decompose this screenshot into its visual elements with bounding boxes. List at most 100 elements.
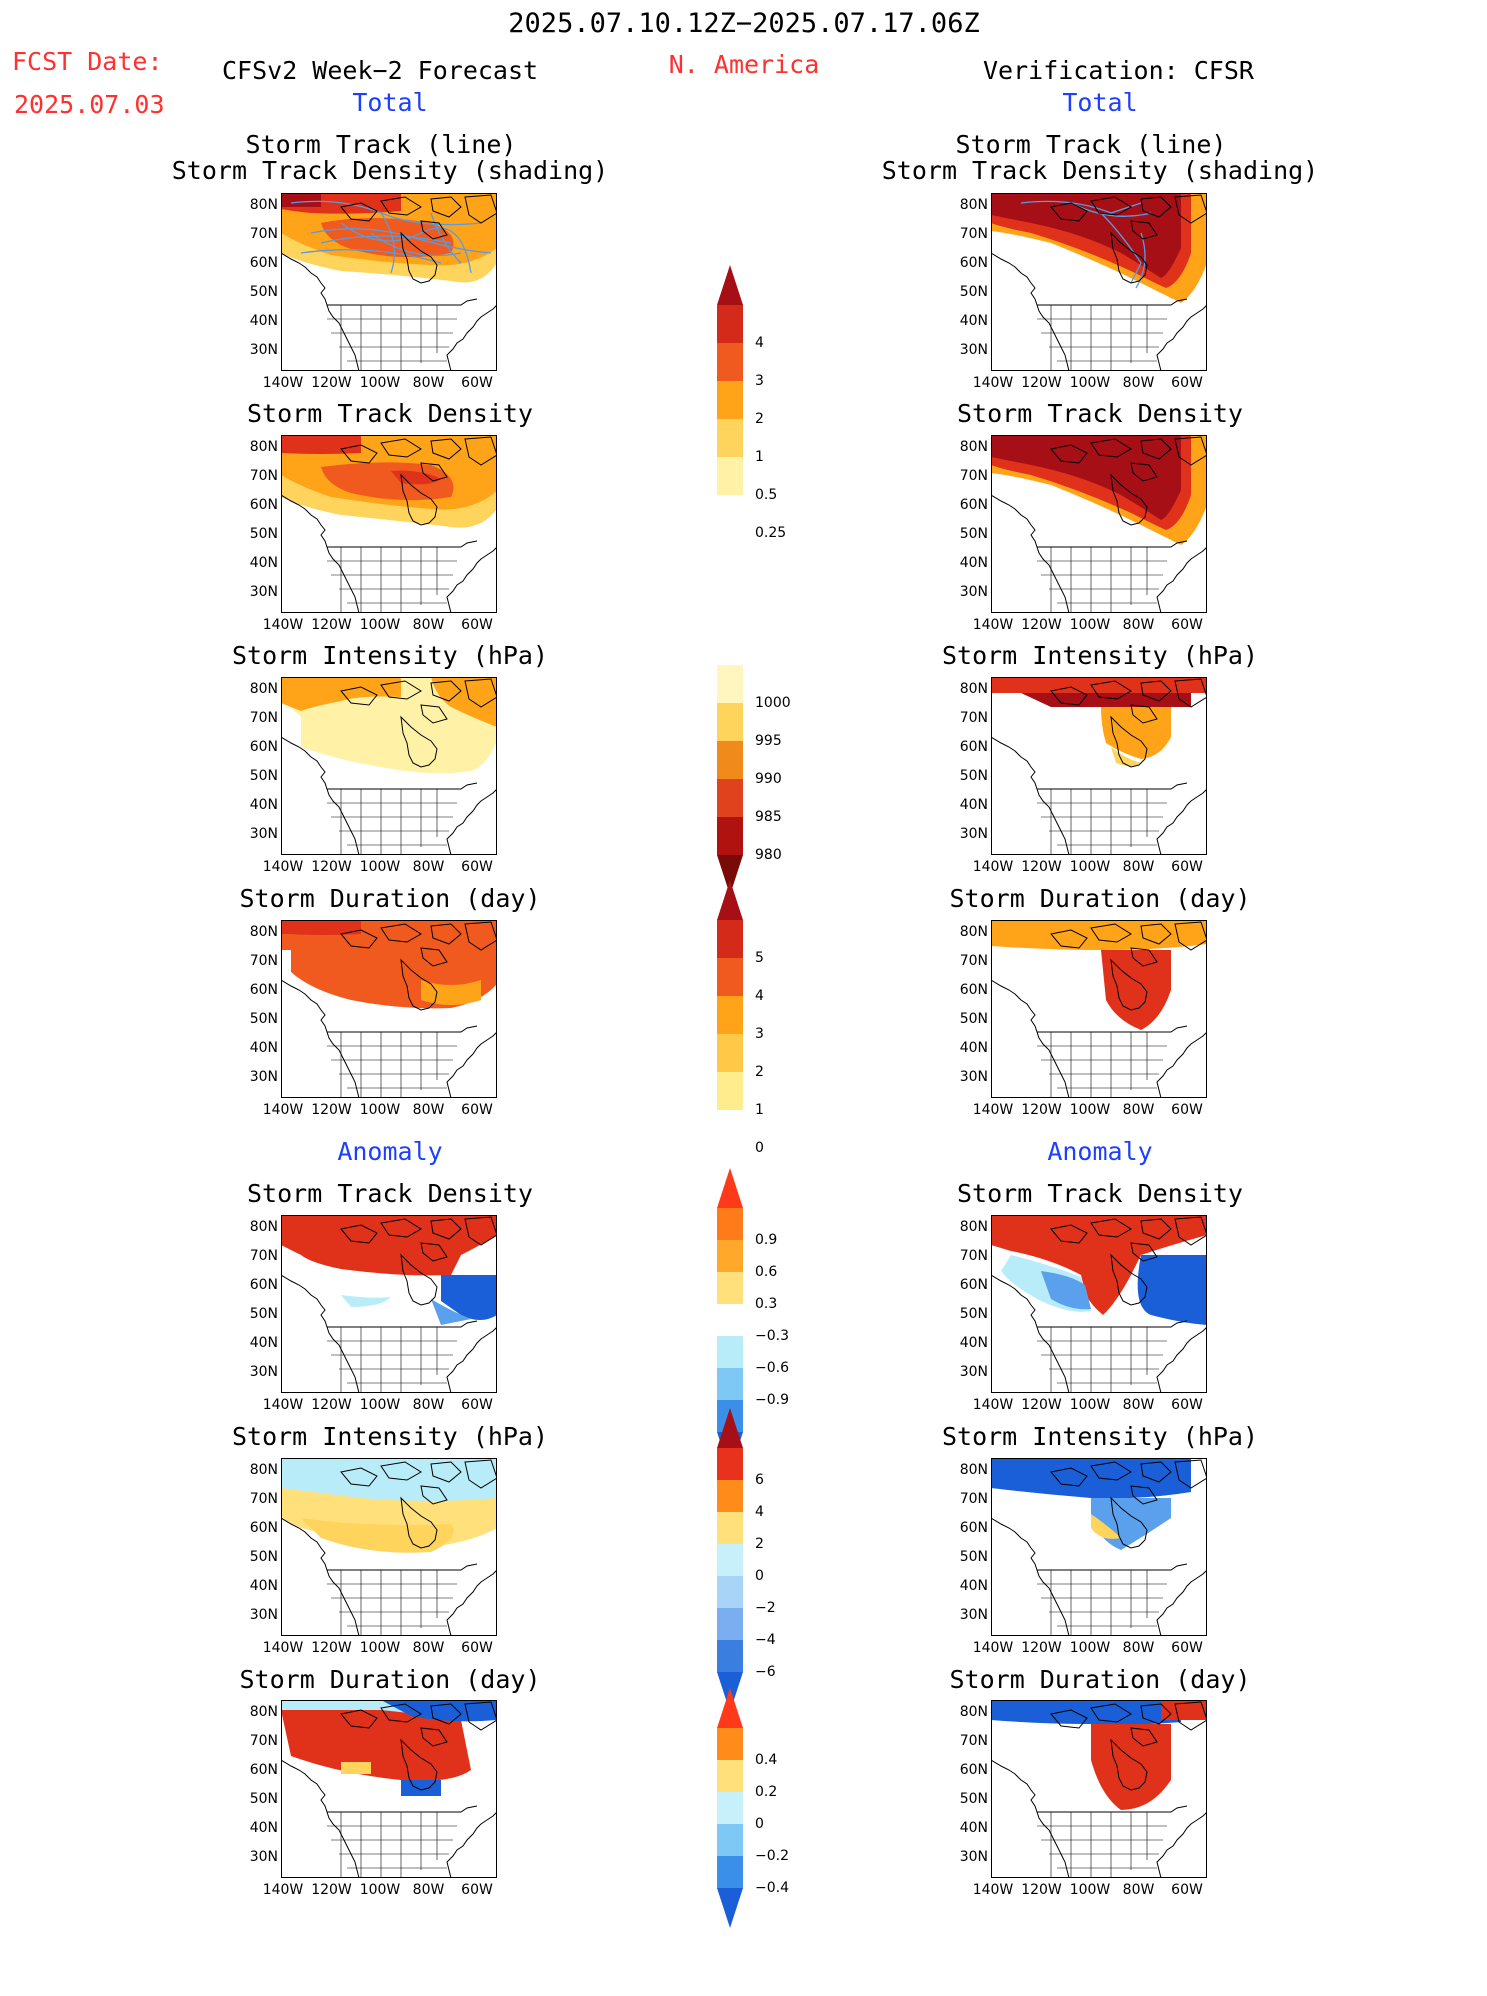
left-track-line-panel-lon-tick: 60W (461, 375, 493, 391)
duration-total-colorbar-label: 3 (755, 1026, 764, 1042)
left-intensity-panel-lat-tick: 40N (249, 797, 278, 813)
left-duration-panel-lon-tick: 120W (311, 1102, 352, 1118)
left-track-line-panel-lon-tick: 80W (412, 375, 445, 391)
left-track-density-shading-title: Storm Track Density (shading) (171, 156, 609, 185)
right-track-line-panel-lon-tick: 140W (972, 375, 1014, 391)
left-intensity-panel-lon-tick: 60W (461, 859, 493, 875)
right-duration-title: Storm Duration (day) (949, 884, 1251, 913)
intensity-total-colorbar: 1000 995 990 985 980 (715, 665, 805, 933)
left-anom-density-panel-lon-tick: 100W (359, 1397, 401, 1413)
left-duration-panel-lat-tick: 80N (249, 924, 278, 940)
right-duration-panel-lat-tick: 40N (959, 1040, 988, 1056)
left-density-panel-lon-tick: 120W (311, 617, 352, 633)
right-duration-panel-lon-tick: 100W (1069, 1102, 1111, 1118)
left-track-line-panel-lat-tick: 70N (249, 226, 278, 242)
left-intensity-panel (281, 677, 497, 855)
right-anom-density-title: Storm Track Density (957, 1179, 1243, 1208)
left-track-line-panel-lat-tick: 40N (249, 313, 278, 329)
density-anomaly-colorbar-label: 0.3 (755, 1296, 778, 1312)
right-intensity-panel-lat-tick: 40N (959, 797, 988, 813)
left-track-line-title: Storm Track (line) (245, 130, 517, 159)
left-anom-intensity-panel-lon-tick: 140W (262, 1640, 304, 1656)
duration-anomaly-colorbar-top-arrow (717, 1688, 743, 1728)
left-anom-density-panel-lat-tick: 60N (249, 1277, 278, 1293)
left-density-panel-lat-tick: 60N (249, 497, 278, 513)
left-anom-density-title: Storm Track Density (247, 1179, 533, 1208)
left-anom-duration-panel-lon-tick: 60W (461, 1882, 493, 1898)
right-anom-intensity-title: Storm Intensity (hPa) (941, 1422, 1259, 1451)
right-duration-panel-shading-2 (1121, 960, 1161, 995)
left-density-panel-lon-tick: 140W (262, 617, 304, 633)
duration-anomaly-colorbar-segment (717, 1856, 743, 1888)
duration-total-colorbar: 5 4 3 2 1 0 (715, 880, 805, 1156)
fcst-date-value: 2025.07.03 (14, 90, 165, 119)
right-anom-duration-panel-shading-0 (991, 1700, 1181, 1725)
intensity-total-colorbar-segment (717, 741, 743, 779)
left-anom-duration-panel-lat-tick: 50N (249, 1791, 278, 1807)
duration-total-colorbar-segment (717, 1072, 743, 1110)
right-duration-panel-lon-tick: 80W (1122, 1102, 1155, 1118)
right-density-panel-lat-tick: 40N (959, 555, 988, 571)
right-intensity-panel-map (991, 677, 1207, 855)
duration-anomaly-colorbar-segment (717, 1728, 743, 1760)
intensity-anomaly-colorbar-label: 0 (755, 1568, 764, 1584)
left-duration-panel-map (281, 920, 497, 1098)
duration-anomaly-colorbar-bottom-arrow (717, 1888, 743, 1928)
right-track-line-panel-lat-tick: 80N (959, 197, 988, 213)
intensity-total-colorbar-segment (717, 779, 743, 817)
left-intensity-panel-lat-tick: 50N (249, 768, 278, 784)
left-anom-density-panel-lat-tick: 30N (249, 1364, 278, 1380)
density-anomaly-colorbar-label: −0.6 (755, 1360, 789, 1376)
left-anom-density-panel-coastlines (281, 1216, 497, 1393)
left-anom-duration-panel-shading-3 (401, 1780, 441, 1796)
duration-total-colorbar-label: 5 (755, 950, 764, 966)
right-intensity-panel-lat-tick: 80N (959, 681, 988, 697)
right-track-line-panel-map (991, 193, 1207, 371)
right-total-label: Total (1062, 88, 1138, 117)
right-density-panel-map (991, 435, 1207, 613)
left-anom-density-panel-lat-tick: 70N (249, 1248, 278, 1264)
intensity-anomaly-colorbar-label: −2 (755, 1600, 776, 1616)
right-anom-intensity-panel-lon-tick: 60W (1171, 1640, 1203, 1656)
right-density-panel-lon-tick: 100W (1069, 617, 1111, 633)
intensity-anomaly-colorbar-segment (717, 1576, 743, 1608)
left-duration-panel (281, 920, 497, 1098)
right-density-panel-lat-tick: 80N (959, 439, 988, 455)
right-anom-intensity-panel-lon-tick: 120W (1021, 1640, 1062, 1656)
left-anom-duration-title: Storm Duration (day) (239, 1665, 541, 1694)
left-density-panel-lat-tick: 70N (249, 468, 278, 484)
right-density-panel (991, 435, 1207, 613)
right-density-panel-coastlines (991, 436, 1207, 613)
intensity-anomaly-colorbar-segment (717, 1512, 743, 1544)
left-density-panel-shading-2 (321, 462, 454, 501)
density-total-colorbar-label: 3 (755, 373, 764, 389)
left-intensity-panel-lon-tick: 100W (359, 859, 401, 875)
right-anom-density-panel-coastlines (991, 1216, 1207, 1393)
right-anom-duration-panel-lat-tick: 30N (959, 1849, 988, 1865)
right-anom-duration-panel (991, 1700, 1207, 1878)
left-intensity-panel-lat-tick: 80N (249, 681, 278, 697)
left-anom-intensity-panel-lat-tick: 30N (249, 1607, 278, 1623)
left-anom-duration-panel-lat-tick: 60N (249, 1762, 278, 1778)
right-anom-density-panel-lon-tick: 140W (972, 1397, 1014, 1413)
right-anom-duration-panel-lat-tick: 40N (959, 1820, 988, 1836)
right-anom-duration-title: Storm Duration (day) (949, 1665, 1251, 1694)
left-track-line-panel-lon-tick: 100W (359, 375, 401, 391)
date-range-title: 2025.07.10.12Z−2025.07.17.06Z (508, 8, 980, 39)
right-density-panel-lat-tick: 50N (959, 526, 988, 542)
right-track-line-panel-lon-tick: 100W (1069, 375, 1111, 391)
density-anomaly-colorbar-segment (717, 1368, 743, 1400)
intensity-total-colorbar-label: 990 (755, 771, 782, 787)
right-intensity-panel-coastlines (991, 678, 1207, 855)
intensity-anomaly-colorbar-label: 4 (755, 1504, 764, 1520)
left-anom-intensity-panel-shading-1 (281, 1458, 497, 1501)
right-model-title: Verification: CFSR (983, 56, 1254, 85)
right-anom-density-panel-map (991, 1215, 1207, 1393)
right-anom-intensity-panel-lat-tick: 60N (959, 1520, 988, 1536)
intensity-total-colorbar-label: 1000 (755, 695, 791, 711)
duration-anomaly-colorbar-segment (717, 1824, 743, 1856)
right-density-panel-shading-2 (991, 435, 1181, 520)
right-duration-panel-lat-tick: 80N (959, 924, 988, 940)
left-anom-duration-panel-lon-tick: 100W (359, 1882, 401, 1898)
left-anom-intensity-panel-lat-tick: 50N (249, 1549, 278, 1565)
